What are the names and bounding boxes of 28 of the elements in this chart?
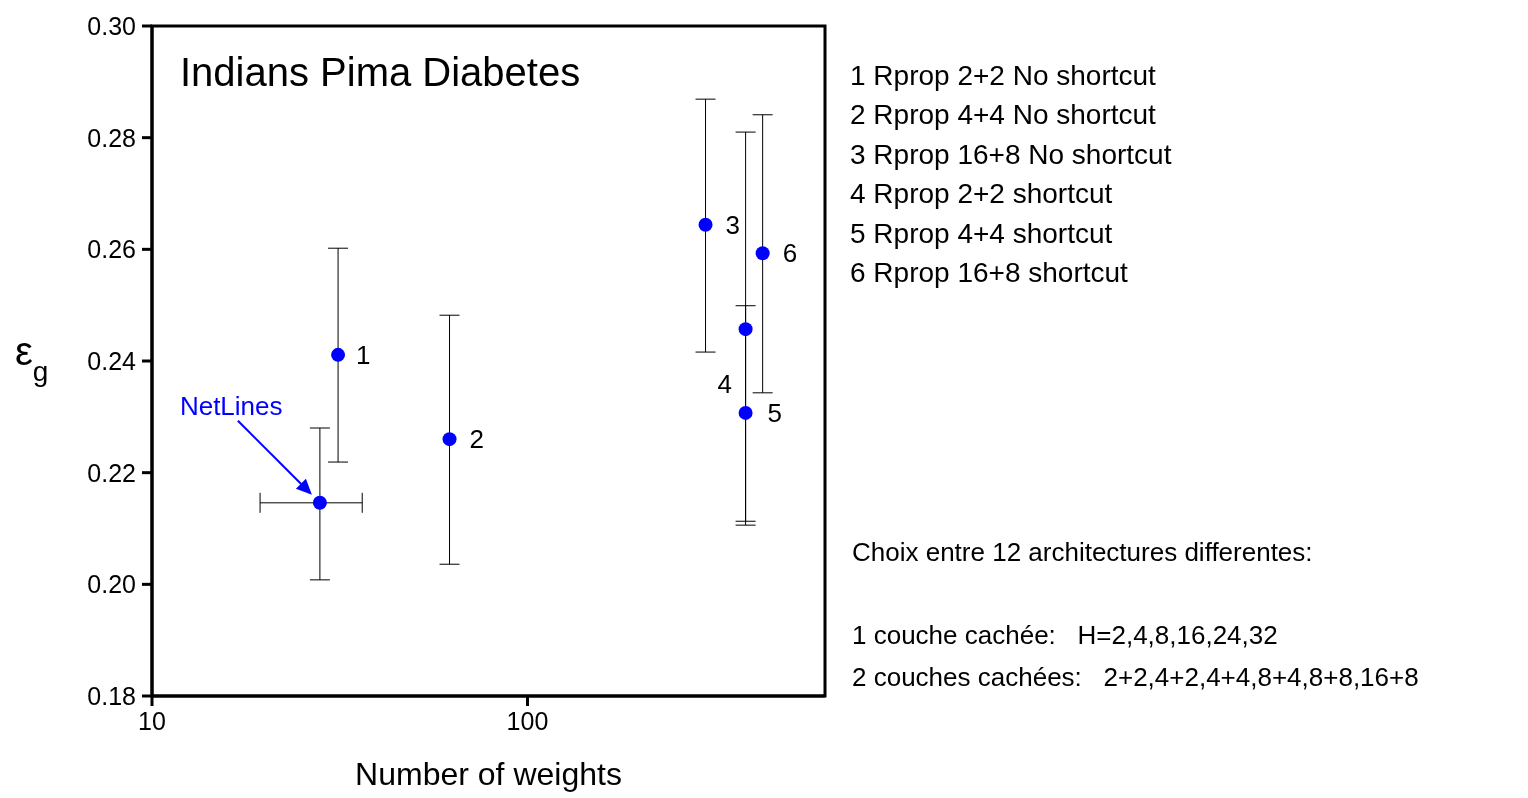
annotation: 2 bbox=[469, 424, 484, 455]
annotation: 5 bbox=[767, 397, 783, 428]
text: 3 Rprop 16+8 No shortcut bbox=[850, 138, 1172, 171]
x-tick-label: 10 bbox=[138, 706, 166, 735]
y-tick-label: 0.22 bbox=[87, 458, 136, 487]
annotation: 4 bbox=[717, 369, 733, 400]
text: 1 Rprop 2+2 No shortcut bbox=[850, 60, 1156, 92]
text: 2 couches cachées: 2+2,4+2,4+4,8+4,8+8,16+8 bbox=[852, 662, 1419, 693]
y-tick-label: 0.18 bbox=[87, 681, 136, 710]
x-tick-label: 100 bbox=[506, 706, 549, 735]
text: Indians Pima Diabetes bbox=[180, 50, 581, 95]
y-tick-label: 0.30 bbox=[87, 11, 136, 40]
y-axis-title: ε$_{g}$ bbox=[15, 329, 49, 387]
text: Choix entre 12 architectures differentes: bbox=[852, 537, 1313, 568]
annotation: 1 bbox=[356, 339, 371, 370]
annotation: NetLines bbox=[179, 390, 283, 421]
y-tick-label: 0.28 bbox=[87, 123, 136, 152]
text: 1 couche cachée: H=2,4,8,16,24,32 bbox=[852, 620, 1278, 651]
text: 5 Rprop 4+4 shortcut bbox=[850, 217, 1113, 250]
y-tick-label: 0.26 bbox=[87, 235, 136, 264]
annotation: 3 bbox=[725, 209, 740, 240]
text: 2 Rprop 4+4 No shortcut bbox=[850, 99, 1156, 132]
y-tick-label: 0.20 bbox=[87, 570, 136, 599]
text: 4 Rprop 2+2 shortcut bbox=[850, 178, 1113, 211]
text: 6 Rprop 16+8 shortcut bbox=[850, 257, 1128, 289]
annotation: 6 bbox=[782, 238, 798, 269]
y-tick-label: 0.24 bbox=[87, 346, 137, 375]
x-axis-title: Number of weights bbox=[354, 756, 623, 793]
